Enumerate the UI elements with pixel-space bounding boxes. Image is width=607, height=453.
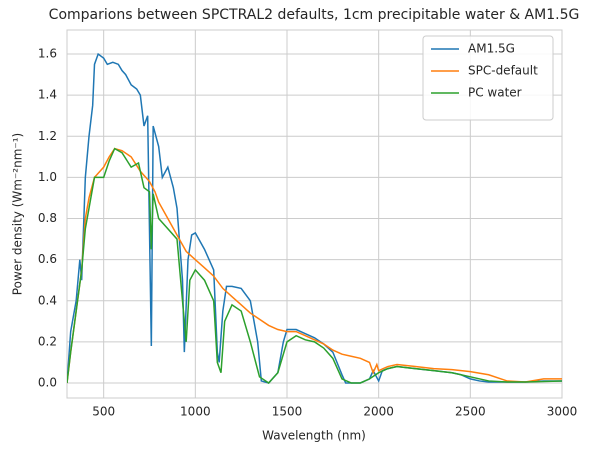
x-tick-label: 2000 (363, 405, 394, 419)
y-tick-label: 1.6 (38, 47, 57, 61)
x-tick-label: 3000 (547, 405, 578, 419)
y-tick-label: 0.4 (38, 293, 57, 307)
data-line (67, 147, 562, 384)
legend-box (422, 35, 554, 121)
legend-label: AM1.5G (468, 42, 515, 56)
data-line (67, 147, 562, 384)
y-tick-label: 0.0 (38, 375, 57, 389)
x-tick-label: 2500 (455, 405, 486, 419)
chart-title: Comparions between SPCTRAL2 defaults, 1c… (49, 7, 580, 23)
y-tick-label: 0.6 (38, 252, 57, 266)
y-tick-label: 1.4 (38, 88, 57, 102)
x-tick-label: 500 (92, 405, 115, 419)
y-tick-label: 1.2 (38, 129, 57, 143)
legend-label: PC water (468, 86, 522, 100)
plot-frame (66, 29, 563, 399)
y-tick-label: 1.0 (38, 170, 57, 184)
x-tick-label: 1000 (180, 405, 211, 419)
legend-label: SPC-default (468, 64, 538, 78)
y-tick-label: 0.8 (38, 211, 57, 225)
x-tick-label: 1500 (272, 405, 303, 419)
y-axis-label: Power density (Wm⁻²nm⁻¹) (11, 133, 25, 295)
y-tick-label: 0.2 (38, 334, 57, 348)
x-axis-label: Wavelength (nm) (262, 429, 366, 443)
